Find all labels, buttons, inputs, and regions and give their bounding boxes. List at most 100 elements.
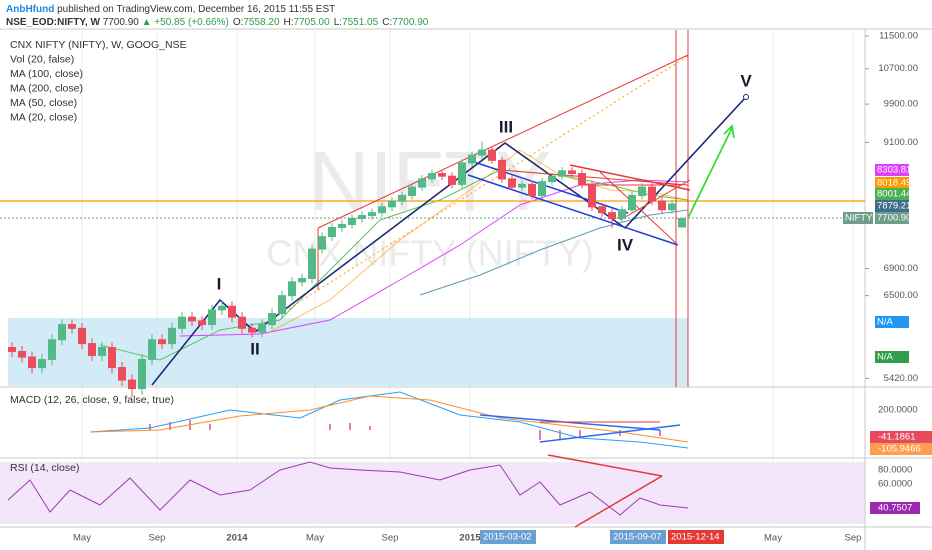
wave-label: V <box>740 71 752 90</box>
legend-entry: MA (200, close) <box>10 82 83 94</box>
ohlc-value: 7700.90 <box>392 17 429 28</box>
candle-body <box>198 320 206 326</box>
ma-100 <box>419 209 689 296</box>
macd-label: -41.1861 <box>878 432 916 443</box>
candle-body <box>548 175 556 183</box>
candle-body <box>418 178 426 188</box>
candle-body <box>528 183 536 196</box>
candle-body <box>508 178 516 188</box>
published-info: published on TradingView.com, December 1… <box>57 4 335 15</box>
date-mark-box <box>480 530 536 544</box>
ohlc-label: L: <box>334 17 342 28</box>
y-tick-label: 6500.00 <box>884 290 918 301</box>
candle-body <box>338 223 346 228</box>
price-label: 8001.44 <box>877 189 911 200</box>
rsi-band <box>0 462 865 524</box>
candle-body <box>298 277 306 283</box>
legend-entry: Vol (20, false) <box>10 53 74 65</box>
candle-body <box>608 212 616 220</box>
time-label: Sep <box>149 533 166 544</box>
price-label: NIFTY <box>845 213 873 224</box>
macd-title: MACD (12, 26, close, 9, false, true) <box>10 394 174 406</box>
wave-point <box>743 94 749 100</box>
triangle-line <box>599 171 679 246</box>
candle-body <box>428 173 436 180</box>
candle-body <box>148 339 156 360</box>
ohlc-value: 7551.05 <box>342 17 379 28</box>
publisher: AnbHfund published on TradingView.com, D… <box>6 4 335 15</box>
rsi-axis-label: 80.0000 <box>878 465 912 476</box>
date-mark: 2015-12-14 <box>671 532 720 543</box>
rsi-label-box <box>870 502 920 514</box>
candle-body <box>88 343 96 356</box>
candle-body <box>208 309 216 326</box>
candle-body <box>388 200 396 208</box>
triangle-line <box>569 164 691 191</box>
candle-body <box>408 186 416 196</box>
rsi-line <box>7 461 689 516</box>
candle-body <box>488 149 496 161</box>
candle-body <box>368 212 376 217</box>
candle-body <box>228 305 236 318</box>
rsi-trend <box>547 454 663 477</box>
price-label: N/A <box>877 317 894 328</box>
y-tick-label: 10700.00 <box>878 63 918 74</box>
publisher-name: AnbHfund <box>6 4 54 15</box>
trend-dotted <box>254 55 689 331</box>
date-mark: 2015-09-07 <box>613 532 662 543</box>
candle-body <box>8 347 16 352</box>
candle-body <box>118 367 126 381</box>
candle-body <box>348 218 356 225</box>
candle-body <box>328 226 336 238</box>
candle-body <box>128 379 136 390</box>
macd-label-box <box>870 443 932 455</box>
legend-entry: MA (20, close) <box>10 111 77 123</box>
candle-body <box>108 347 116 369</box>
candle-body <box>18 350 26 358</box>
arrow-head <box>723 124 735 139</box>
candle-body <box>78 327 86 345</box>
price-label-box <box>875 351 909 363</box>
wedge-lower <box>467 174 679 246</box>
candle-body <box>538 181 546 196</box>
candle-body <box>628 194 636 211</box>
candle-body <box>618 209 626 220</box>
candle-body <box>598 206 606 214</box>
time-label: 2014 <box>226 533 248 544</box>
y-tick-label: 5420.00 <box>884 373 918 384</box>
price-label: 7700.90 <box>877 213 911 224</box>
candle-body <box>168 327 176 345</box>
candle-body <box>28 356 36 369</box>
candle-body <box>178 316 186 329</box>
candle-body <box>158 339 166 345</box>
candle-body <box>378 206 386 214</box>
rsi-axis-label: 60.0000 <box>878 479 912 490</box>
candle-body <box>288 281 296 297</box>
candle-body <box>678 217 686 228</box>
wave-label: III <box>499 117 513 136</box>
ohlc-value: 7558.20 <box>243 17 280 28</box>
date-mark-box <box>668 530 724 544</box>
candle-body <box>58 324 66 341</box>
candle-body <box>98 347 106 356</box>
candle-body <box>468 154 476 164</box>
candle-body <box>218 305 226 311</box>
time-label: May <box>73 533 91 544</box>
projection-arrow <box>687 127 733 219</box>
legend-entry: MA (100, close) <box>10 68 83 80</box>
last-price: 7700.90 <box>103 17 140 28</box>
ohlc-label: H: <box>284 17 294 28</box>
candle-body <box>68 324 76 329</box>
candle-body <box>448 175 456 185</box>
price-change: ▲ +50.85 (+0.66%) <box>142 17 229 28</box>
macd-label-box <box>870 431 932 443</box>
candle-body <box>558 170 566 177</box>
time-label: 2015 <box>459 533 481 544</box>
price-label-box <box>875 200 909 212</box>
time-label: May <box>764 533 782 544</box>
price-label: 8303.81 <box>877 165 911 176</box>
ma-20 <box>269 149 689 333</box>
candle-body <box>638 186 646 196</box>
time-label: Sep <box>382 533 399 544</box>
time-label: May <box>306 533 324 544</box>
